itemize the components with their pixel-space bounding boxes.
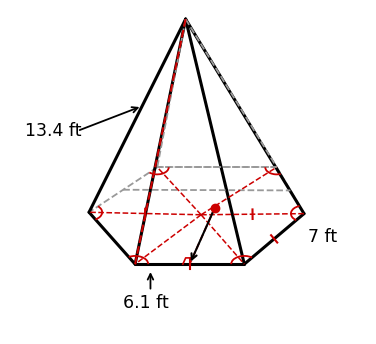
Text: 13.4 ft: 13.4 ft — [25, 122, 81, 140]
Text: 6.1 ft: 6.1 ft — [123, 294, 169, 312]
Text: 7 ft: 7 ft — [308, 228, 337, 246]
